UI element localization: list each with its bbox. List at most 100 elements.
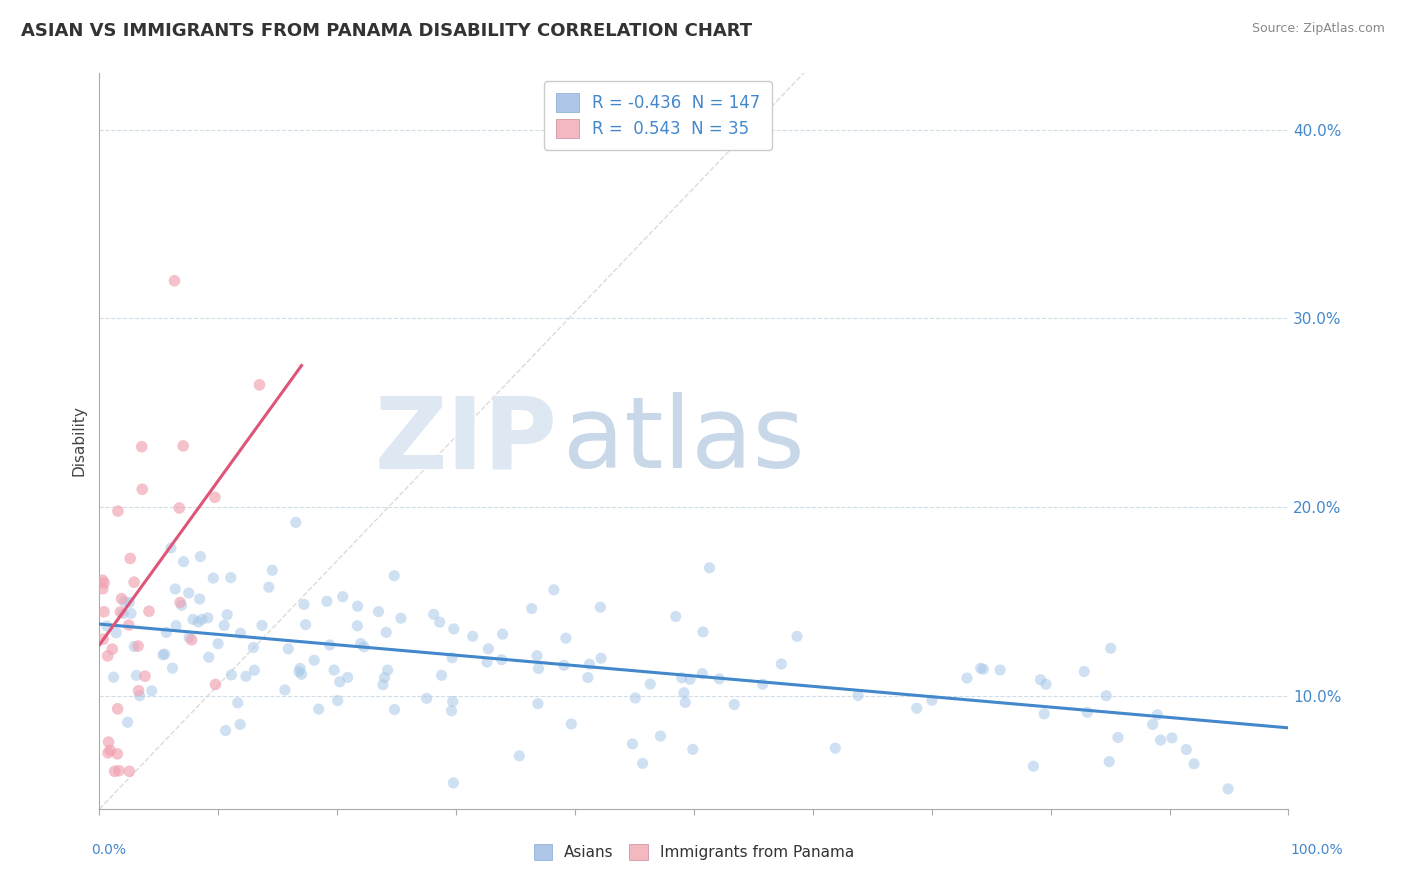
Point xyxy=(491,653,513,667)
Point xyxy=(197,650,219,665)
Point xyxy=(956,671,979,685)
Point xyxy=(118,764,141,779)
Point xyxy=(118,618,141,632)
Point xyxy=(367,605,389,619)
Point xyxy=(699,561,721,575)
Point xyxy=(770,657,793,671)
Point xyxy=(1022,759,1045,773)
Point xyxy=(181,612,204,626)
Point xyxy=(389,611,412,625)
Point xyxy=(262,563,284,577)
Point xyxy=(141,683,163,698)
Point xyxy=(134,669,156,683)
Point xyxy=(543,582,565,597)
Point xyxy=(336,670,359,684)
Point xyxy=(692,666,714,681)
Point xyxy=(177,586,200,600)
Point xyxy=(288,665,311,679)
Point xyxy=(152,648,174,662)
Point xyxy=(122,640,145,654)
Point xyxy=(377,663,399,677)
Text: 100.0%: 100.0% xyxy=(1291,843,1343,857)
Point xyxy=(374,670,396,684)
Point xyxy=(443,622,465,636)
Point xyxy=(105,747,128,761)
Point xyxy=(219,571,242,585)
Point xyxy=(188,592,211,607)
Point xyxy=(242,640,264,655)
Point xyxy=(1146,707,1168,722)
Point xyxy=(1182,756,1205,771)
Point xyxy=(1099,641,1122,656)
Point xyxy=(160,541,183,555)
Point xyxy=(553,658,575,673)
Point xyxy=(988,663,1011,677)
Point xyxy=(527,661,550,675)
Point xyxy=(589,651,612,665)
Point xyxy=(163,274,186,288)
Point xyxy=(709,672,731,686)
Point xyxy=(1149,733,1171,747)
Point xyxy=(294,617,316,632)
Point xyxy=(120,607,142,621)
Text: atlas: atlas xyxy=(564,392,804,490)
Point xyxy=(107,702,129,716)
Point xyxy=(112,594,135,608)
Point xyxy=(1033,706,1056,721)
Point xyxy=(207,637,229,651)
Point xyxy=(197,611,219,625)
Point xyxy=(477,641,499,656)
Point xyxy=(346,619,368,633)
Point xyxy=(204,677,226,691)
Point xyxy=(204,491,226,505)
Point xyxy=(243,663,266,677)
Point xyxy=(308,702,330,716)
Point xyxy=(128,683,150,698)
Point xyxy=(93,575,115,590)
Point xyxy=(350,636,373,650)
Point xyxy=(665,609,688,624)
Point xyxy=(138,604,160,618)
Point xyxy=(91,582,114,596)
Point xyxy=(91,573,114,587)
Point xyxy=(1035,677,1057,691)
Point xyxy=(172,439,194,453)
Legend: R = -0.436  N = 147, R =  0.543  N = 35: R = -0.436 N = 147, R = 0.543 N = 35 xyxy=(544,81,772,150)
Point xyxy=(202,571,225,585)
Point xyxy=(250,618,273,632)
Point xyxy=(249,377,271,392)
Point xyxy=(229,717,252,731)
Point xyxy=(97,735,120,749)
Point xyxy=(905,701,928,715)
Text: 0.0%: 0.0% xyxy=(91,843,127,857)
Point xyxy=(332,590,354,604)
Point xyxy=(440,704,463,718)
Point xyxy=(621,737,644,751)
Point xyxy=(441,776,464,790)
Point xyxy=(384,702,406,716)
Point xyxy=(578,657,600,672)
Point xyxy=(288,661,311,675)
Point xyxy=(1107,731,1129,745)
Point xyxy=(170,598,193,612)
Point xyxy=(101,642,124,657)
Point xyxy=(526,648,548,663)
Point xyxy=(212,618,235,632)
Point xyxy=(221,668,243,682)
Point xyxy=(187,615,209,629)
Point xyxy=(120,551,142,566)
Point xyxy=(217,607,239,622)
Text: ZIP: ZIP xyxy=(374,392,557,490)
Point xyxy=(461,629,484,643)
Point xyxy=(131,440,153,454)
Point xyxy=(235,669,257,683)
Point xyxy=(165,582,187,596)
Point xyxy=(229,626,252,640)
Point xyxy=(751,677,773,691)
Point xyxy=(1142,717,1164,731)
Point xyxy=(491,627,513,641)
Point xyxy=(824,741,846,756)
Point xyxy=(329,674,352,689)
Point xyxy=(672,686,695,700)
Point xyxy=(214,723,236,738)
